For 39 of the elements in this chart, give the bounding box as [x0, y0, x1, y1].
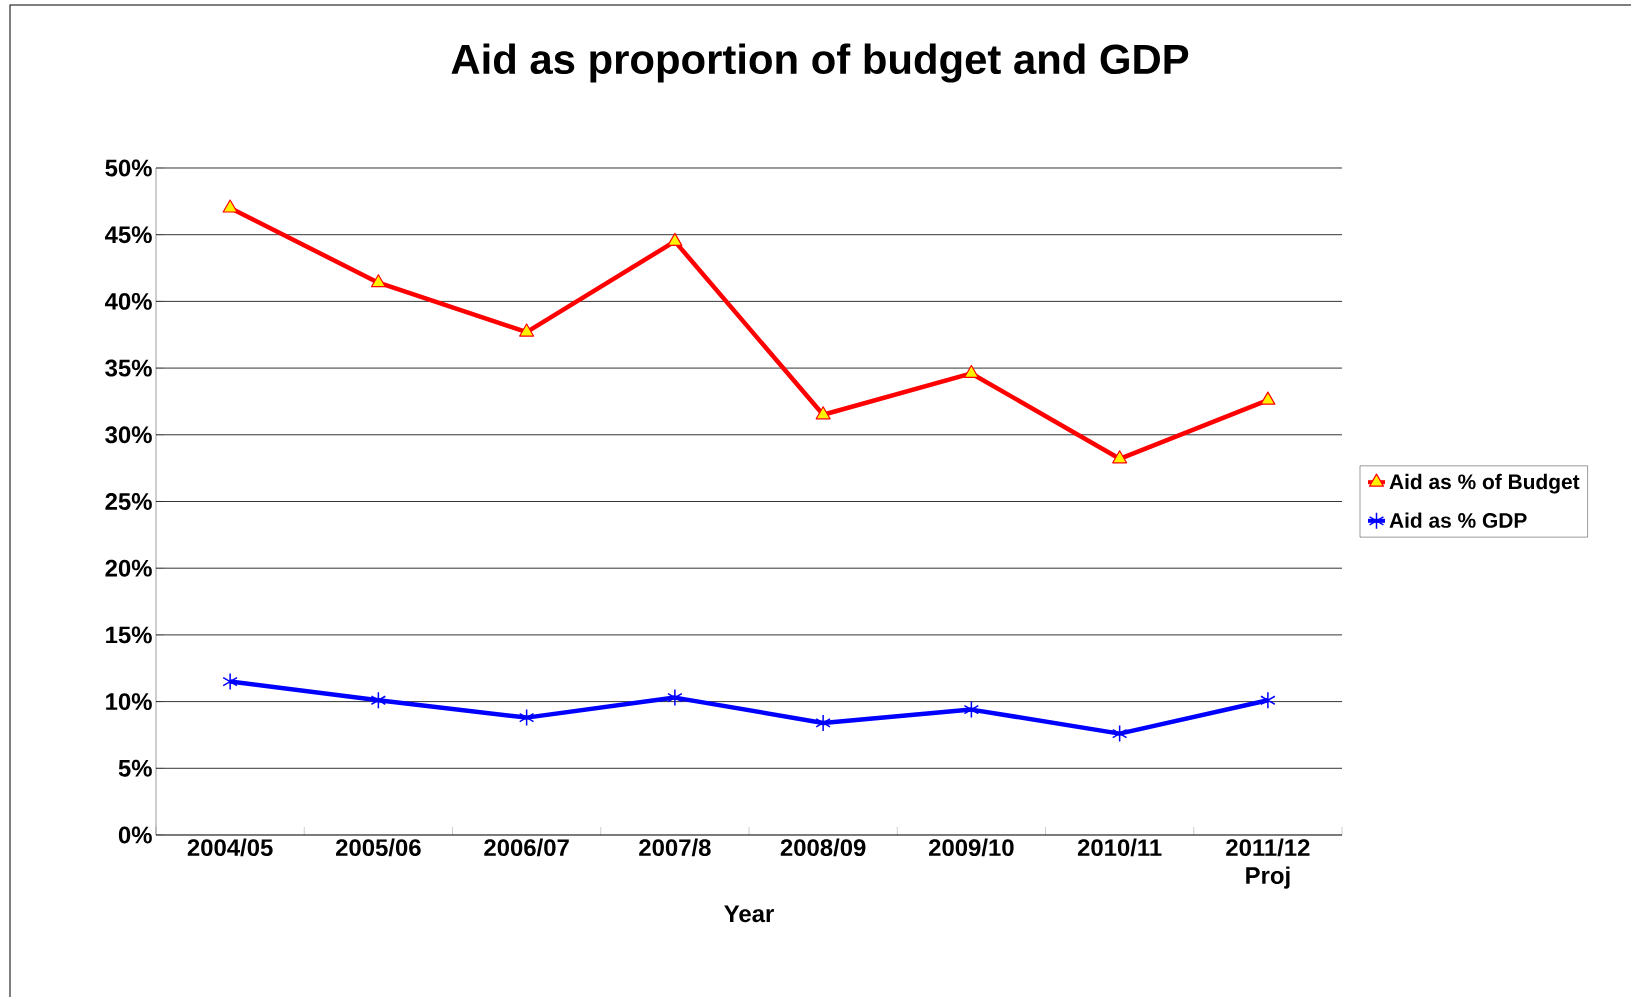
- point: [1112, 450, 1128, 464]
- y-tick-label: 50%: [105, 159, 152, 177]
- legend-label: Aid as % GDP: [1389, 512, 1527, 528]
- point: [222, 672, 238, 691]
- point: [815, 406, 831, 420]
- point: [667, 232, 683, 246]
- x-tick-label: 2009/10: [929, 838, 1014, 857]
- x-tick-label: 2011/12 Proj: [1226, 838, 1310, 889]
- legend-label: Aid as % of Budget: [1389, 473, 1580, 494]
- x-tick-label: 2006/07: [484, 838, 569, 857]
- y-tick-label: 30%: [105, 426, 152, 444]
- x-tick-label: 2007/8: [639, 838, 711, 857]
- x-tick-label: 2005/06: [335, 838, 421, 857]
- point: [963, 364, 979, 379]
- y-tick-label: 15%: [106, 626, 152, 644]
- y-tick-label: 40%: [104, 292, 152, 310]
- point: [815, 714, 831, 732]
- y-tick-label: 5%: [118, 759, 152, 777]
- x-axis-title: Year: [724, 905, 774, 923]
- y-tick-label: 35%: [105, 359, 152, 377]
- x-tick-label: 2004/05: [187, 838, 273, 857]
- point: [370, 691, 387, 710]
- point: [370, 274, 386, 288]
- x-tick-label: 2010/11: [1077, 838, 1162, 857]
- y-tick-label: 45%: [104, 226, 152, 244]
- y-tick-label: 0%: [118, 826, 152, 844]
- point: [963, 700, 980, 719]
- point: [518, 708, 535, 727]
- point: [1260, 391, 1276, 405]
- chart-title: Aid as proportion of budget and GDP: [451, 43, 1189, 83]
- point: [1260, 691, 1276, 710]
- y-tick-label: 20%: [105, 559, 152, 577]
- point: [222, 199, 238, 213]
- y-tick-label: 10%: [106, 693, 152, 711]
- point: [1111, 724, 1128, 743]
- point: [519, 323, 535, 337]
- y-tick-label: 25%: [105, 493, 152, 510]
- point: [667, 688, 683, 707]
- x-tick-label: 2008/09: [780, 838, 866, 857]
